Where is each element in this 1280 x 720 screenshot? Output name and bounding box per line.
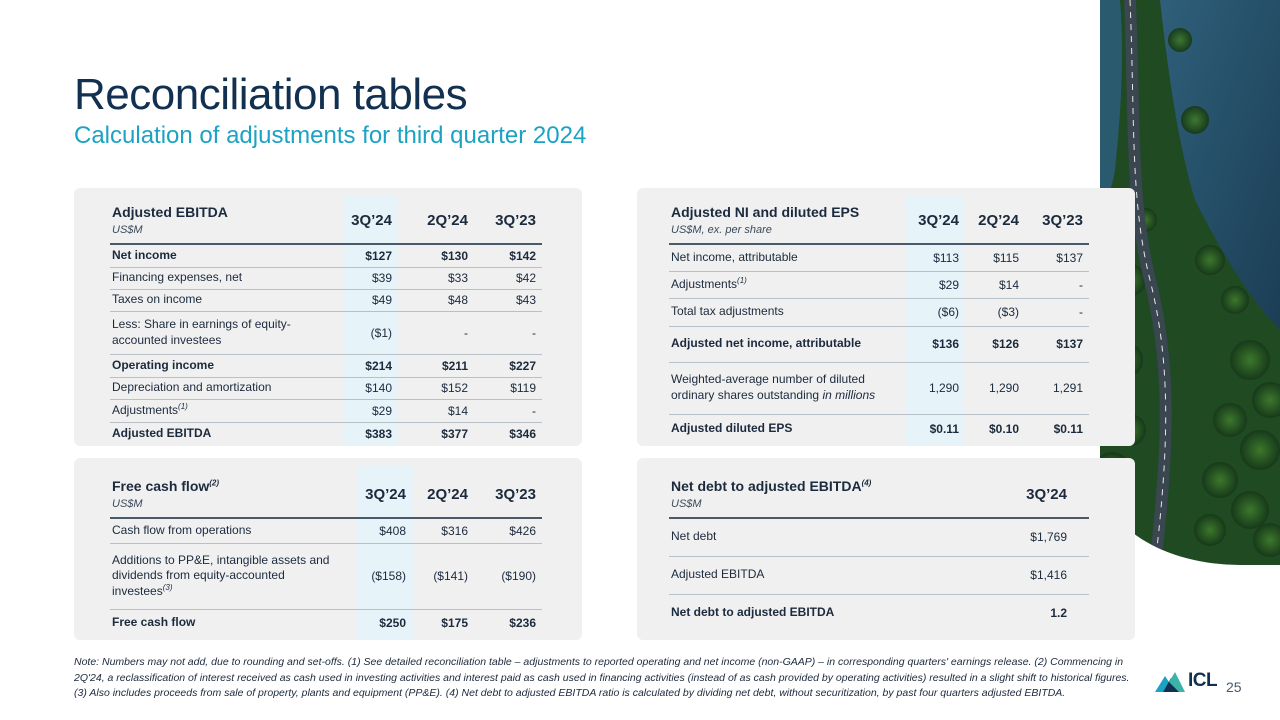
free-cash-flow-table: Free cash flow(2) US$M 3Q’24 2Q’24 3Q’23 … (110, 472, 542, 637)
table-row: Free cash flow $250 $175 $236 (110, 608, 542, 637)
column-header: 3Q’24 (918, 212, 959, 229)
table-row: Net income $127 $130 $142 (110, 243, 542, 267)
table-title: Adjusted NI and diluted EPS US$M, ex. per… (671, 204, 860, 237)
column-header: 2Q’24 (978, 212, 1019, 229)
table-title: Free cash flow(2) US$M (112, 478, 220, 511)
page-title: Reconciliation tables (74, 70, 468, 119)
logo-text: ICL (1188, 670, 1218, 691)
table-row: Cash flow from operations $408 $316 $426 (110, 517, 542, 543)
column-header: 2Q’24 (427, 486, 468, 503)
table-row: Financing expenses, net $39 $33 $42 (110, 266, 542, 289)
column-header: 3Q’24 (1026, 486, 1067, 503)
table-row: Total tax adjustments ($6) ($3) - (669, 297, 1089, 326)
net-debt-table: Net debt to adjusted EBITDA(4) US$M 3Q’24… (669, 472, 1089, 632)
table-row: Adjustments(1) $29 $14 - (669, 270, 1089, 298)
column-header: 3Q’24 (351, 212, 392, 229)
table-row: Operating income $214 $211 $227 (110, 353, 542, 377)
table-row: Taxes on income $49 $48 $43 (110, 288, 542, 311)
column-header: 3Q’23 (1042, 212, 1083, 229)
table-row: Adjusted net income, attributable $136 $… (669, 325, 1089, 362)
adjusted-ebitda-table: Adjusted EBITDA US$M 3Q’24 2Q’24 3Q’23 Ne… (110, 198, 542, 445)
table-title: Net debt to adjusted EBITDA(4) US$M (671, 478, 872, 511)
column-header: 3Q’24 (365, 486, 406, 503)
table-row: Adjusted EBITDA $383 $377 $346 (110, 421, 542, 445)
footnotes: Note: Numbers may not add, due to roundi… (74, 656, 1130, 699)
icl-logo-icon (1155, 672, 1185, 692)
table-row: Net debt $1,769 (669, 517, 1089, 556)
column-header: 2Q’24 (427, 212, 468, 229)
table-row: Net income, attributable $113 $115 $137 (669, 243, 1089, 271)
icl-logo: ICL (1155, 670, 1218, 692)
table-row: Less: Share in earnings of equity-accoun… (110, 310, 542, 354)
table-row: Net debt to adjusted EBITDA 1.2 (669, 593, 1089, 632)
table-row: Adjusted diluted EPS $0.11 $0.10 $0.11 (669, 413, 1089, 444)
page-subtitle: Calculation of adjustments for third qua… (74, 122, 587, 149)
table-title: Adjusted EBITDA US$M (112, 204, 228, 237)
table-row: Depreciation and amortization $140 $152 … (110, 376, 542, 399)
table-row: Weighted-average number of diluted ordin… (669, 361, 1089, 414)
table-row: Additions to PP&E, intangible assets and… (110, 542, 542, 609)
column-header: 3Q’23 (495, 486, 536, 503)
page-number: 25 (1226, 679, 1242, 695)
adjusted-eps-table: Adjusted NI and diluted EPS US$M, ex. per… (669, 198, 1089, 444)
column-header: 3Q’23 (495, 212, 536, 229)
table-row: Adjusted EBITDA $1,416 (669, 555, 1089, 594)
table-row: Adjustments(1) $29 $14 - (110, 398, 542, 422)
